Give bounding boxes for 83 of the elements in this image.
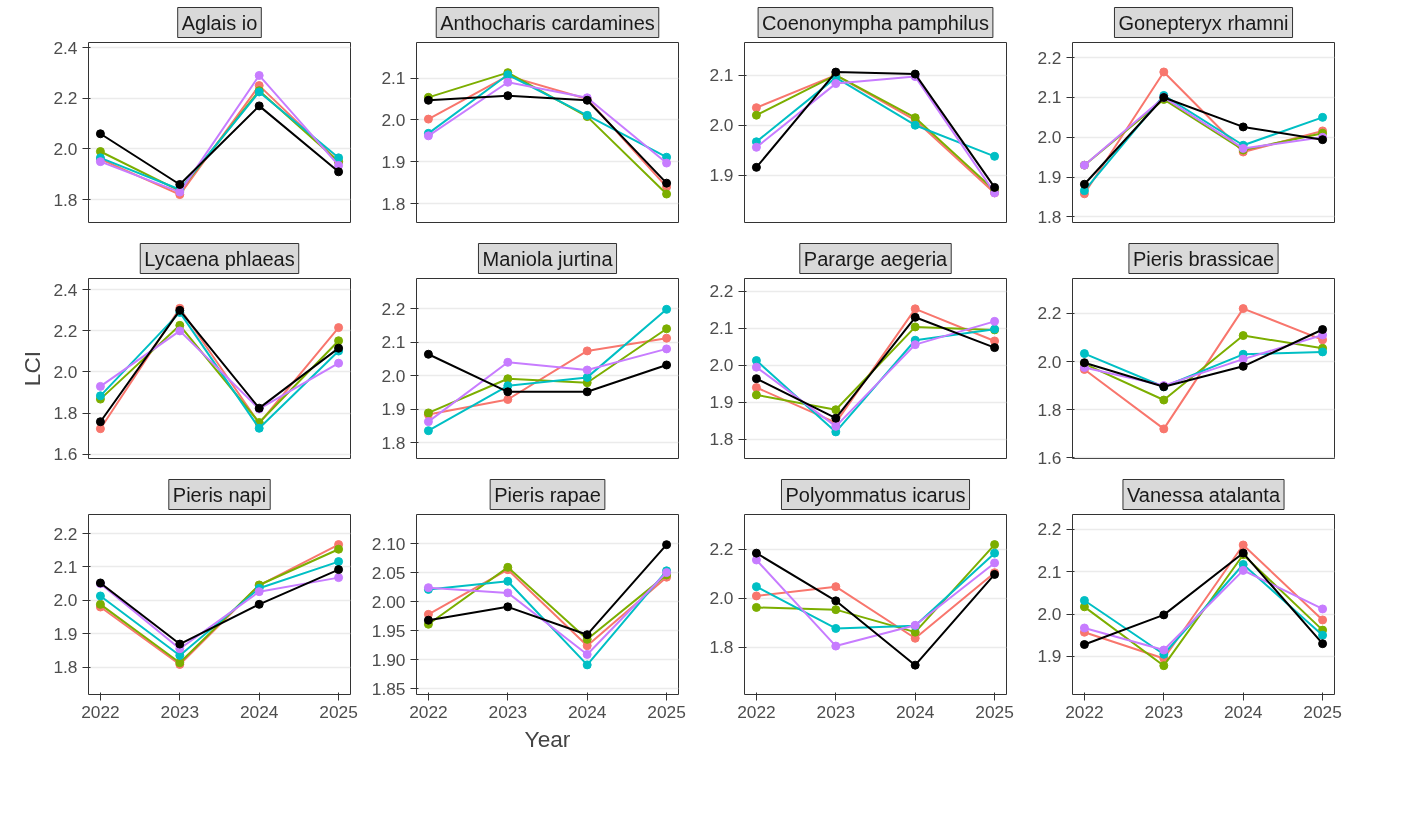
chart-title: Lycaena phlaeas (144, 247, 295, 270)
chart-title: Vanessa atalanta (1126, 483, 1281, 506)
chart-title: Polyommatus icarus (785, 483, 966, 506)
y-tick-label: 1.95 (371, 620, 406, 641)
y-tick-label: 2.0 (709, 588, 734, 609)
y-tick-label: 2.4 (53, 37, 78, 58)
y-tick-label: 2.1 (709, 318, 734, 339)
y-tick-label: 2.0 (1037, 127, 1062, 148)
x-tick-label: 2022 (737, 701, 776, 722)
y-tick-label: 1.8 (53, 189, 78, 210)
y-tick-label: 2.1 (709, 65, 734, 86)
y-tick-label: 1.9 (381, 151, 406, 172)
x-tick-label: 2025 (975, 701, 1014, 722)
y-tick-label: 1.6 (53, 444, 78, 465)
x-tick-label: 2024 (895, 701, 935, 722)
y-tick-label: 1.8 (381, 193, 406, 214)
y-tick-label: 2.05 (371, 562, 406, 583)
x-tick-label: 2024 (1223, 701, 1263, 722)
y-tick-label: 1.9 (1037, 646, 1062, 667)
y-tick-label: 2.1 (1037, 561, 1062, 582)
y-tick-label: 1.8 (709, 429, 734, 450)
y-tick-label: 2.1 (53, 556, 78, 577)
y-tick-label: 1.8 (1037, 399, 1062, 420)
x-tick-label: 2023 (160, 701, 200, 722)
x-tick-label: 2022 (81, 701, 120, 722)
y-tick-label: 2.0 (381, 109, 406, 130)
y-tick-label: 2.0 (53, 138, 78, 159)
x-tick-label: 2023 (816, 701, 856, 722)
chart-title: Aglais io (181, 11, 258, 34)
y-tick-label: 2.4 (53, 279, 78, 300)
y-tick-label: 2.0 (1037, 604, 1062, 625)
chart-title: Coenonympha pamphilus (762, 11, 989, 34)
y-tick-label: 2.2 (53, 320, 78, 341)
y-tick-label: 1.8 (53, 657, 78, 678)
y-tick-label: 2.2 (709, 281, 734, 302)
y-tick-label: 2.0 (709, 115, 734, 136)
y-tick-label: 1.9 (381, 399, 406, 420)
chart-title: Maniola jurtina (482, 247, 614, 270)
y-tick-label: 2.10 (371, 533, 406, 554)
y-tick-label: 1.8 (709, 637, 734, 658)
y-tick-label: 1.6 (1037, 447, 1062, 468)
x-axis-title: Year (524, 725, 571, 752)
y-tick-label: 1.8 (1037, 206, 1062, 227)
chart-title: Pieris napi (172, 483, 267, 506)
chart-title: Pararge aegeria (803, 247, 949, 270)
y-tick-label: 2.2 (1037, 519, 1062, 540)
y-tick-label: 2.2 (381, 298, 406, 319)
chart-title: Pieris rapae (494, 483, 601, 506)
y-tick-label: 1.90 (371, 649, 406, 670)
x-tick-label: 2025 (647, 701, 686, 722)
y-tick-label: 1.9 (53, 623, 78, 644)
y-tick-label: 2.1 (381, 332, 406, 353)
x-tick-label: 2022 (1065, 701, 1104, 722)
y-tick-label: 1.9 (1037, 167, 1062, 188)
y-tick-label: 2.1 (1037, 87, 1062, 108)
y-tick-label: 2.0 (53, 590, 78, 611)
chart-title: Anthocharis cardamines (440, 11, 655, 34)
y-tick-label: 1.9 (709, 392, 734, 413)
y-axis-title: LCI (19, 350, 46, 387)
y-tick-label: 1.8 (381, 432, 406, 453)
chart-title: Pieris brassicae (1132, 247, 1275, 270)
x-tick-label: 2023 (488, 701, 528, 722)
y-tick-label: 2.0 (53, 361, 78, 382)
y-tick-label: 2.0 (381, 365, 406, 386)
y-tick-label: 2.2 (53, 523, 78, 544)
y-tick-label: 2.2 (709, 539, 734, 560)
y-tick-label: 2.2 (1037, 303, 1062, 324)
y-tick-label: 2.2 (53, 88, 78, 109)
x-tick-label: 2023 (1144, 701, 1184, 722)
x-tick-label: 2024 (567, 701, 607, 722)
y-tick-label: 1.8 (53, 403, 78, 424)
chart-title: Gonepteryx rhamni (1118, 11, 1289, 34)
x-tick-label: 2025 (319, 701, 358, 722)
y-tick-label: 2.0 (709, 355, 734, 376)
x-tick-label: 2024 (239, 701, 279, 722)
y-tick-label: 2.00 (371, 591, 406, 612)
y-tick-label: 1.85 (371, 678, 406, 699)
x-tick-label: 2025 (1303, 701, 1342, 722)
y-tick-label: 2.2 (1037, 47, 1062, 68)
y-tick-label: 2.1 (381, 68, 406, 89)
y-tick-label: 2.0 (1037, 351, 1062, 372)
x-tick-label: 2022 (409, 701, 448, 722)
y-tick-label: 1.9 (709, 165, 734, 186)
